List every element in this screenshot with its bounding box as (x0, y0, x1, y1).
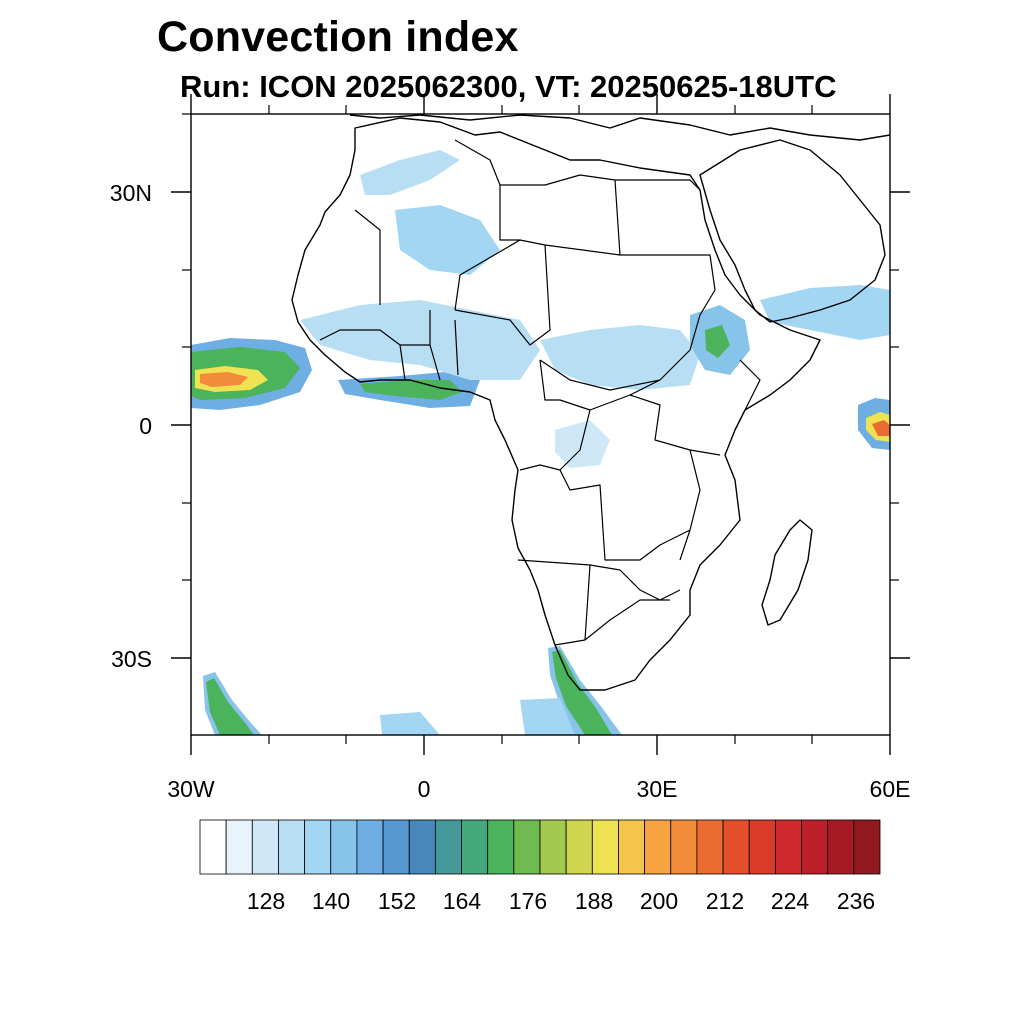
colorbar-swatch (487, 819, 515, 875)
colorbar-label: 212 (705, 888, 745, 914)
colorbar-swatch (304, 819, 332, 875)
colorbar-label: 164 (442, 888, 482, 914)
lat-label-30s: 30S (111, 646, 152, 672)
arabia-coastline (699, 139, 886, 323)
colorbar-swatch (539, 819, 567, 875)
colorbar-swatch (801, 819, 829, 875)
colorbar-label: 152 (377, 888, 417, 914)
coastlines (291, 114, 891, 691)
colorbar-swatch (434, 819, 462, 875)
colorbar-label: 140 (311, 888, 351, 914)
minor-ticks (182, 105, 899, 744)
colorbar (199, 819, 881, 875)
colorbar-swatch (591, 819, 619, 875)
ethiopia-core (705, 325, 730, 358)
map-subtitle: Run: ICON 2025062300, VT: 20250625-18UTC (180, 69, 837, 104)
colorbar-swatch (722, 819, 750, 875)
lon-label-30w: 30W (167, 776, 215, 802)
major-ticks (171, 94, 910, 755)
colorbar-swatch (251, 819, 279, 875)
colorbar-label: 176 (508, 888, 548, 914)
colorbar-swatch (330, 819, 358, 875)
north-africa-field (360, 150, 460, 195)
atlantic-cell-west-peak (200, 372, 248, 387)
colorbar-swatch (827, 819, 855, 875)
lon-label-0: 0 (417, 776, 431, 802)
colorbar-swatch (513, 819, 541, 875)
arabian-sea-field (760, 285, 890, 340)
colorbar-label: 236 (836, 888, 876, 914)
colorbar-swatch (461, 819, 489, 875)
colorbar-swatch (225, 819, 253, 875)
cape-southwest-field (520, 698, 575, 735)
guinea-coast-core (360, 380, 462, 400)
colorbar-label: 188 (574, 888, 614, 914)
colorbar-swatch (644, 819, 672, 875)
map-title: Convection index (157, 13, 519, 61)
africa-coastline (291, 117, 821, 691)
colorbar-swatch (408, 819, 436, 875)
colorbar-swatch (696, 819, 724, 875)
congo-field (555, 420, 610, 468)
colorbar-swatch (199, 819, 227, 875)
sahara-field (395, 205, 500, 275)
colorbar-label: 224 (770, 888, 810, 914)
sahel-field-west (300, 300, 540, 380)
south-atlantic-field (380, 712, 440, 735)
colorbar-swatch (356, 819, 384, 875)
colorbar-label: 128 (246, 888, 286, 914)
lon-label-60e: 60E (869, 776, 911, 802)
colorbar-label: 200 (639, 888, 679, 914)
madagascar-coastline (761, 519, 813, 626)
indian-ocean-peak (872, 420, 890, 436)
lat-label-0: 0 (139, 413, 152, 439)
colorbar-swatch (748, 819, 776, 875)
colorbar-swatch (278, 819, 306, 875)
lat-label-30n: 30N (109, 180, 152, 206)
lon-label-30e: 30E (636, 776, 678, 802)
sahel-field-central (540, 325, 700, 390)
south-atlantic-core (206, 678, 254, 735)
colorbar-swatch (774, 819, 802, 875)
colorbar-swatch (382, 819, 410, 875)
convection-field (191, 150, 890, 735)
colorbar-swatch (853, 819, 881, 875)
colorbar-swatch (618, 819, 646, 875)
colorbar-swatch (670, 819, 698, 875)
europe-coastline (349, 114, 891, 141)
country-borders (319, 139, 761, 646)
plot-frame (190, 113, 891, 736)
colorbar-swatch (565, 819, 593, 875)
